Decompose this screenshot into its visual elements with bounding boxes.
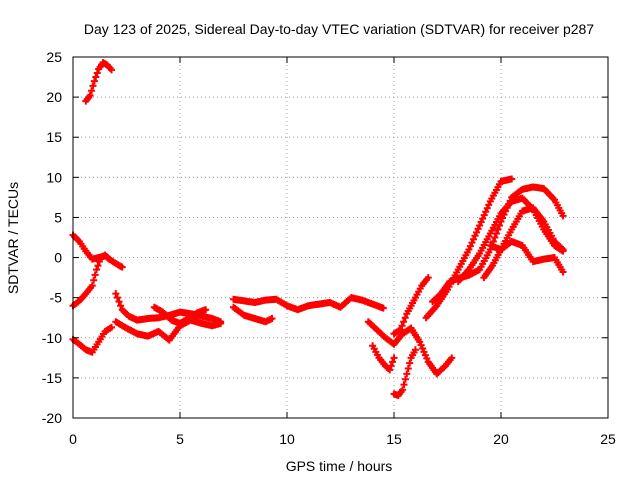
- data-point: [89, 82, 97, 90]
- x-tick-label: 20: [493, 431, 509, 447]
- x-tick-label: 10: [279, 431, 295, 447]
- grid-lines: [73, 57, 608, 418]
- data-point: [217, 319, 225, 327]
- data-point: [396, 326, 404, 334]
- y-tick-label: 5: [54, 209, 62, 225]
- series-arc-3: [69, 251, 113, 310]
- data-point: [93, 266, 101, 274]
- x-axis-label: GPS time / hours: [286, 458, 393, 474]
- data-point: [399, 386, 407, 394]
- data-point: [108, 323, 116, 331]
- data-point: [401, 314, 409, 322]
- data-point: [400, 381, 408, 389]
- data-point: [411, 346, 419, 354]
- data-point: [95, 258, 103, 266]
- y-tick-label: -15: [42, 370, 62, 386]
- data-point: [88, 282, 96, 290]
- data-point: [448, 354, 456, 362]
- data-point: [92, 73, 100, 81]
- data-point: [202, 306, 210, 314]
- series-arc-5: [112, 290, 225, 326]
- y-tick-label: 15: [46, 129, 62, 145]
- data-point: [492, 229, 500, 237]
- data-point: [117, 302, 125, 310]
- series-arc-7: [150, 303, 210, 327]
- data-point: [491, 234, 499, 241]
- data-point: [379, 304, 387, 312]
- series-arc-9: [230, 303, 276, 326]
- data-point: [268, 315, 276, 323]
- series-arc-17: [480, 204, 567, 282]
- data-points: [69, 59, 567, 400]
- data-point: [105, 255, 113, 263]
- data-point: [403, 370, 411, 378]
- data-point: [91, 271, 99, 279]
- data-point: [559, 246, 567, 254]
- chart-title: Day 123 of 2025, Sidereal Day-to-day VTE…: [84, 21, 594, 37]
- plot-frame: [72, 56, 609, 419]
- data-point: [94, 262, 102, 270]
- y-tick-label: 20: [46, 89, 62, 105]
- y-tick-label: -20: [42, 410, 62, 426]
- data-point: [390, 354, 398, 362]
- series-arc-18: [486, 238, 567, 276]
- data-point: [90, 276, 98, 284]
- data-point: [93, 69, 101, 77]
- data-point: [90, 77, 98, 85]
- y-tick-label: 25: [46, 49, 62, 65]
- data-point: [88, 87, 96, 95]
- data-point: [112, 290, 120, 298]
- data-point: [389, 358, 397, 366]
- data-point: [424, 274, 432, 282]
- y-axis-label: SDTVAR / TECUs: [5, 182, 21, 294]
- data-point: [115, 298, 123, 306]
- axis-ticks: 0 5 10 15 20 25 -20 -15 -10 -5 0 5 10 15 20 25: [42, 49, 616, 447]
- series-arc-6: [112, 316, 225, 344]
- series-arc-1: [82, 59, 116, 105]
- y-tick-label: -10: [42, 330, 62, 346]
- x-tick-label: 15: [386, 431, 402, 447]
- y-tick-label: -5: [50, 290, 63, 306]
- data-point: [559, 212, 567, 220]
- data-point: [387, 362, 395, 370]
- x-tick-label: 25: [600, 431, 616, 447]
- data-point: [401, 375, 409, 383]
- series-arc-13: [390, 274, 432, 338]
- data-point: [398, 322, 406, 330]
- data-point: [86, 92, 94, 100]
- data-point: [400, 318, 408, 326]
- x-tick-label: 0: [69, 431, 77, 447]
- y-tick-label: 10: [46, 169, 62, 185]
- series-arc-12: [390, 346, 419, 400]
- series-arc-10: [364, 318, 456, 378]
- data-point: [406, 359, 414, 367]
- data-point: [386, 366, 394, 374]
- data-point: [494, 225, 502, 233]
- x-tick-label: 5: [176, 431, 184, 447]
- data-point: [118, 263, 126, 271]
- data-point: [108, 66, 116, 74]
- data-point: [113, 294, 121, 302]
- series-arc-8: [230, 294, 387, 314]
- data-point: [559, 268, 567, 276]
- data-point: [508, 175, 516, 183]
- series-arc-4: [69, 323, 116, 356]
- y-tick-label: 0: [54, 250, 62, 266]
- series-arc-11: [369, 342, 398, 374]
- data-point: [404, 365, 412, 373]
